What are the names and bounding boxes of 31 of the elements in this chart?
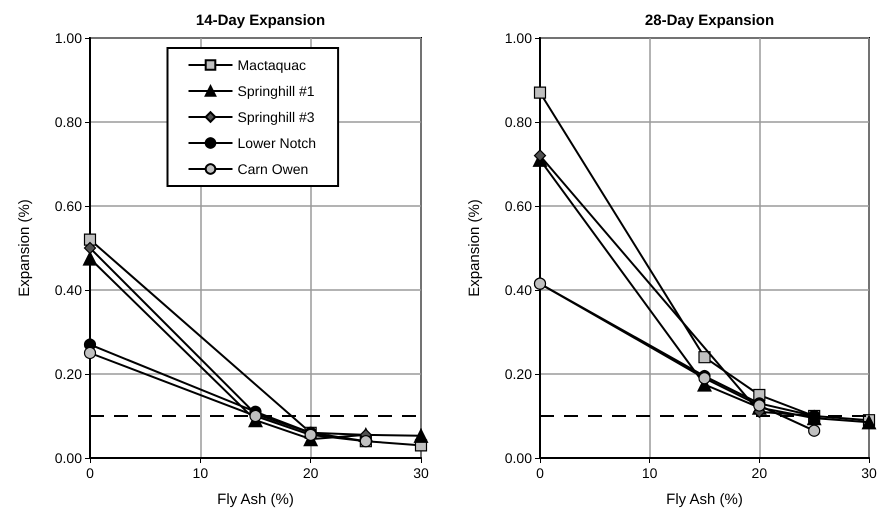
y-tick-label: 0.20 bbox=[54, 366, 82, 382]
x-axis-title: Fly Ash (%) bbox=[217, 491, 294, 508]
y-axis-title: Expansion (%) bbox=[16, 199, 33, 297]
x-tick-label: 20 bbox=[752, 465, 768, 481]
y-tick-label: 1.00 bbox=[504, 30, 532, 46]
y-tick-label: 0.00 bbox=[54, 450, 82, 466]
legend-label: Springhill #1 bbox=[238, 83, 315, 99]
y-tick-label: 1.00 bbox=[54, 30, 82, 46]
y-tick-label: 0.60 bbox=[504, 198, 532, 214]
x-tick-label: 20 bbox=[302, 465, 319, 481]
x-tick-label: 0 bbox=[536, 465, 544, 481]
y-tick-label: 0.80 bbox=[54, 114, 82, 130]
x-tick-label: 30 bbox=[413, 465, 429, 481]
x-tick-label: 30 bbox=[861, 465, 877, 481]
y-tick-label: 0.00 bbox=[504, 450, 532, 466]
chart-title: 14-Day Expansion bbox=[196, 12, 326, 29]
x-tick-label: 10 bbox=[642, 465, 658, 481]
y-tick-label: 0.20 bbox=[504, 366, 532, 382]
x-tick-label: 10 bbox=[192, 465, 208, 481]
x-axis-title: Fly Ash (%) bbox=[666, 491, 743, 508]
legend-label: Carn Owen bbox=[238, 161, 308, 177]
y-tick-label: 0.60 bbox=[54, 198, 82, 214]
y-tick-label: 0.40 bbox=[504, 282, 532, 298]
legend-label: Lower Notch bbox=[238, 135, 316, 151]
x-tick-label: 0 bbox=[86, 465, 94, 481]
y-tick-label: 0.40 bbox=[54, 282, 82, 298]
y-axis-title: Expansion (%) bbox=[466, 199, 483, 297]
legend-label: Mactaquac bbox=[238, 57, 306, 73]
chart-title: 28-Day Expansion bbox=[644, 12, 774, 29]
y-tick-label: 0.80 bbox=[504, 114, 532, 130]
legend-label: Springhill #3 bbox=[238, 109, 315, 125]
